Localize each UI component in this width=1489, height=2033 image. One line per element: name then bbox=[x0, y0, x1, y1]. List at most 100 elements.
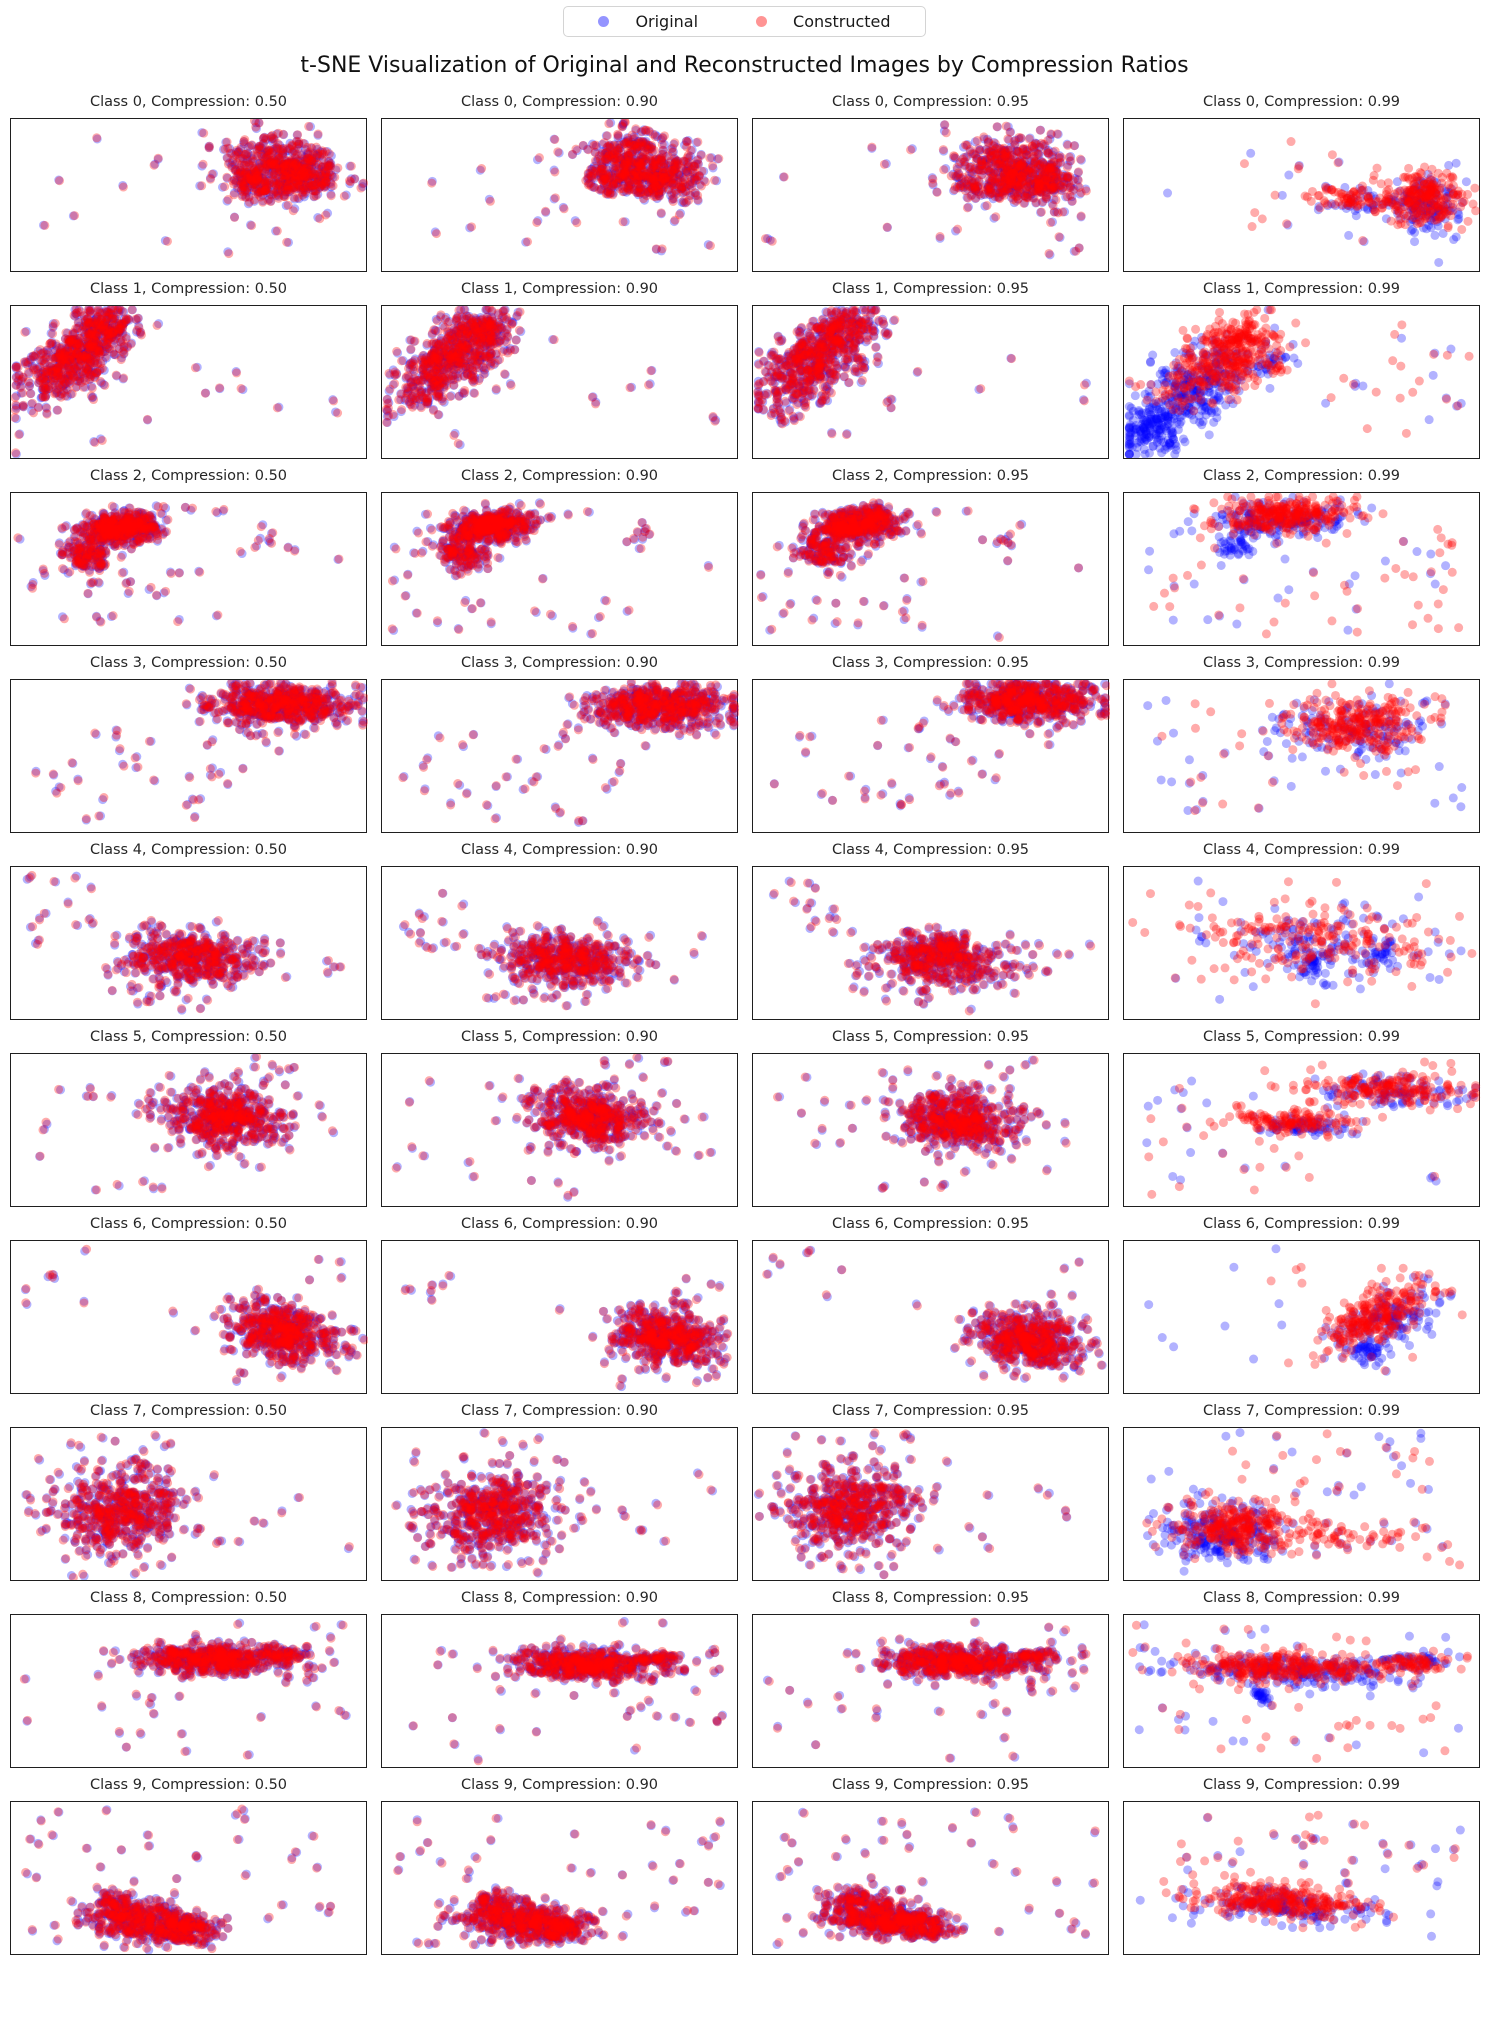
subplot-title: Class 1, Compression: 0.99 bbox=[1202, 281, 1401, 297]
plot-area bbox=[10, 1427, 368, 1581]
subplot-title: Class 9, Compression: 0.50 bbox=[89, 1777, 288, 1793]
scatter-canvas bbox=[11, 119, 368, 271]
plot-area bbox=[752, 1801, 1110, 1955]
scatter-canvas bbox=[382, 680, 739, 832]
subplot-title: Class 9, Compression: 0.90 bbox=[460, 1777, 659, 1793]
plot-area bbox=[381, 305, 739, 459]
scatter-canvas bbox=[1124, 680, 1481, 832]
scatter-canvas bbox=[753, 867, 1110, 1019]
subplot-title: Class 6, Compression: 0.50 bbox=[89, 1216, 288, 1232]
plot-area bbox=[1123, 1240, 1481, 1394]
plot-area bbox=[381, 679, 739, 833]
scatter-canvas bbox=[753, 1241, 1110, 1393]
subplot-class6-r0.90: Class 6, Compression: 0.90 bbox=[381, 1214, 739, 1394]
plot-area bbox=[752, 305, 1110, 459]
scatter-canvas bbox=[1124, 1241, 1481, 1393]
subplot-title: Class 4, Compression: 0.50 bbox=[89, 842, 288, 858]
subplot-title: Class 3, Compression: 0.90 bbox=[460, 655, 659, 671]
plot-area bbox=[752, 1240, 1110, 1394]
plot-area bbox=[1123, 305, 1481, 459]
scatter-canvas bbox=[11, 306, 368, 458]
legend-item-original: Original bbox=[598, 12, 698, 31]
subplot-class8-r0.95: Class 8, Compression: 0.95 bbox=[752, 1588, 1110, 1768]
plot-area bbox=[752, 1053, 1110, 1207]
subplot-title: Class 1, Compression: 0.50 bbox=[89, 281, 288, 297]
subplot-title: Class 8, Compression: 0.99 bbox=[1202, 1590, 1401, 1606]
subplot-class0-r0.99: Class 0, Compression: 0.99 bbox=[1123, 92, 1481, 272]
plot-area bbox=[1123, 118, 1481, 272]
scatter-canvas bbox=[1124, 306, 1481, 458]
subplot-class7-r0.50: Class 7, Compression: 0.50 bbox=[10, 1401, 368, 1581]
chart-title: t-SNE Visualization of Original and Reco… bbox=[300, 53, 1189, 78]
subplot-class5-r0.95: Class 5, Compression: 0.95 bbox=[752, 1027, 1110, 1207]
subplot-class3-r0.99: Class 3, Compression: 0.99 bbox=[1123, 653, 1481, 833]
subplot-class4-r0.90: Class 4, Compression: 0.90 bbox=[381, 840, 739, 1020]
subplot-class3-r0.90: Class 3, Compression: 0.90 bbox=[381, 653, 739, 833]
subplot-title: Class 8, Compression: 0.50 bbox=[89, 1590, 288, 1606]
subplot-title: Class 7, Compression: 0.95 bbox=[831, 1403, 1030, 1419]
subplot-title: Class 5, Compression: 0.90 bbox=[460, 1029, 659, 1045]
scatter-canvas bbox=[11, 1241, 368, 1393]
legend-label-constructed: Constructed bbox=[793, 12, 891, 31]
plots-grid: Class 0, Compression: 0.50 Class 0, Compr… bbox=[0, 78, 1489, 1955]
scatter-canvas bbox=[753, 1054, 1110, 1206]
plot-area bbox=[10, 679, 368, 833]
subplot-title: Class 4, Compression: 0.90 bbox=[460, 842, 659, 858]
legend: Original Constructed bbox=[563, 6, 926, 37]
plot-area bbox=[10, 492, 368, 646]
plot-area bbox=[1123, 1801, 1481, 1955]
subplot-class2-r0.50: Class 2, Compression: 0.50 bbox=[10, 466, 368, 646]
scatter-canvas bbox=[11, 867, 368, 1019]
subplot-class6-r0.99: Class 6, Compression: 0.99 bbox=[1123, 1214, 1481, 1394]
subplot-class1-r0.90: Class 1, Compression: 0.90 bbox=[381, 279, 739, 459]
subplot-class2-r0.99: Class 2, Compression: 0.99 bbox=[1123, 466, 1481, 646]
constructed-marker-dot bbox=[756, 16, 768, 27]
subplot-title: Class 9, Compression: 0.95 bbox=[831, 1777, 1030, 1793]
plot-area bbox=[752, 1427, 1110, 1581]
plot-area bbox=[10, 1240, 368, 1394]
subplot-class9-r0.50: Class 9, Compression: 0.50 bbox=[10, 1775, 368, 1955]
scatter-canvas bbox=[11, 493, 368, 645]
subplot-class4-r0.99: Class 4, Compression: 0.99 bbox=[1123, 840, 1481, 1020]
plot-area bbox=[10, 118, 368, 272]
scatter-canvas bbox=[382, 493, 739, 645]
subplot-class0-r0.90: Class 0, Compression: 0.90 bbox=[381, 92, 739, 272]
subplot-class0-r0.95: Class 0, Compression: 0.95 bbox=[752, 92, 1110, 272]
subplot-title: Class 0, Compression: 0.90 bbox=[460, 94, 659, 110]
subplot-title: Class 8, Compression: 0.90 bbox=[460, 1590, 659, 1606]
plot-area bbox=[752, 118, 1110, 272]
subplot-class5-r0.90: Class 5, Compression: 0.90 bbox=[381, 1027, 739, 1207]
subplot-class9-r0.95: Class 9, Compression: 0.95 bbox=[752, 1775, 1110, 1955]
subplot-class1-r0.50: Class 1, Compression: 0.50 bbox=[10, 279, 368, 459]
plot-area bbox=[381, 492, 739, 646]
subplot-class6-r0.95: Class 6, Compression: 0.95 bbox=[752, 1214, 1110, 1394]
subplot-title: Class 2, Compression: 0.50 bbox=[89, 468, 288, 484]
original-marker-dot bbox=[598, 16, 610, 27]
plot-area bbox=[1123, 492, 1481, 646]
subplot-class8-r0.90: Class 8, Compression: 0.90 bbox=[381, 1588, 739, 1768]
scatter-canvas bbox=[1124, 119, 1481, 271]
subplot-class8-r0.99: Class 8, Compression: 0.99 bbox=[1123, 1588, 1481, 1768]
subplot-title: Class 2, Compression: 0.90 bbox=[460, 468, 659, 484]
scatter-canvas bbox=[382, 1615, 739, 1767]
scatter-canvas bbox=[753, 1802, 1110, 1954]
subplot-title: Class 0, Compression: 0.95 bbox=[831, 94, 1030, 110]
scatter-canvas bbox=[1124, 1802, 1481, 1954]
plot-area bbox=[1123, 679, 1481, 833]
plot-area bbox=[1123, 866, 1481, 1020]
plot-area bbox=[1123, 1053, 1481, 1207]
subplot-title: Class 0, Compression: 0.50 bbox=[89, 94, 288, 110]
subplot-title: Class 5, Compression: 0.99 bbox=[1202, 1029, 1401, 1045]
scatter-canvas bbox=[753, 493, 1110, 645]
scatter-canvas bbox=[382, 867, 739, 1019]
scatter-canvas bbox=[382, 306, 739, 458]
subplot-title: Class 1, Compression: 0.95 bbox=[831, 281, 1030, 297]
plot-area bbox=[381, 1053, 739, 1207]
subplot-class0-r0.50: Class 0, Compression: 0.50 bbox=[10, 92, 368, 272]
subplot-class8-r0.50: Class 8, Compression: 0.50 bbox=[10, 1588, 368, 1768]
plot-area bbox=[10, 1801, 368, 1955]
subplot-title: Class 6, Compression: 0.95 bbox=[831, 1216, 1030, 1232]
subplot-title: Class 6, Compression: 0.90 bbox=[460, 1216, 659, 1232]
subplot-title: Class 7, Compression: 0.99 bbox=[1202, 1403, 1401, 1419]
subplot-title: Class 6, Compression: 0.99 bbox=[1202, 1216, 1401, 1232]
